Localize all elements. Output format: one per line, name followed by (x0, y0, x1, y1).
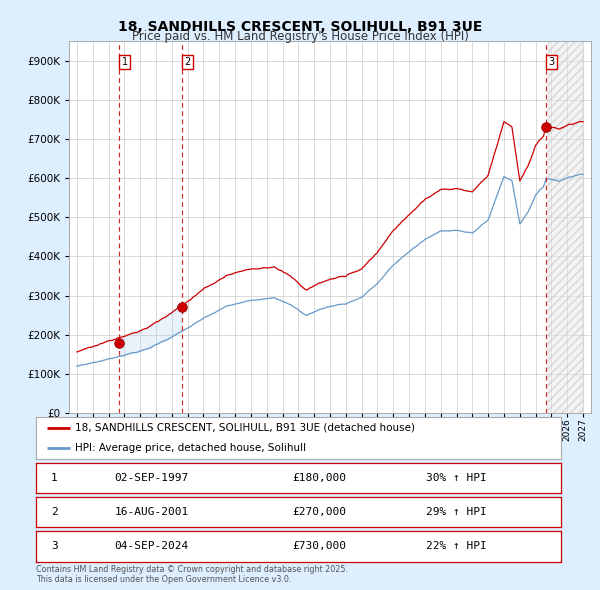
Text: 22% ↑ HPI: 22% ↑ HPI (425, 542, 487, 551)
Text: £180,000: £180,000 (293, 473, 347, 483)
Text: 3: 3 (51, 542, 58, 551)
Text: £730,000: £730,000 (293, 542, 347, 551)
Text: 29% ↑ HPI: 29% ↑ HPI (425, 507, 487, 517)
Text: 1: 1 (122, 57, 128, 67)
Text: 18, SANDHILLS CRESCENT, SOLIHULL, B91 3UE (detached house): 18, SANDHILLS CRESCENT, SOLIHULL, B91 3U… (76, 422, 415, 432)
Text: £270,000: £270,000 (293, 507, 347, 517)
Text: HPI: Average price, detached house, Solihull: HPI: Average price, detached house, Soli… (76, 443, 307, 453)
Text: 02-SEP-1997: 02-SEP-1997 (115, 473, 188, 483)
Text: Price paid vs. HM Land Registry's House Price Index (HPI): Price paid vs. HM Land Registry's House … (131, 30, 469, 43)
Text: 18, SANDHILLS CRESCENT, SOLIHULL, B91 3UE: 18, SANDHILLS CRESCENT, SOLIHULL, B91 3U… (118, 20, 482, 34)
Text: 3: 3 (548, 57, 555, 67)
Text: 2: 2 (51, 507, 58, 517)
Text: 2: 2 (184, 57, 190, 67)
Text: 1: 1 (51, 473, 58, 483)
Text: Contains HM Land Registry data © Crown copyright and database right 2025.
This d: Contains HM Land Registry data © Crown c… (36, 565, 348, 584)
Text: 30% ↑ HPI: 30% ↑ HPI (425, 473, 487, 483)
Text: 16-AUG-2001: 16-AUG-2001 (115, 507, 188, 517)
Text: 04-SEP-2024: 04-SEP-2024 (115, 542, 188, 551)
